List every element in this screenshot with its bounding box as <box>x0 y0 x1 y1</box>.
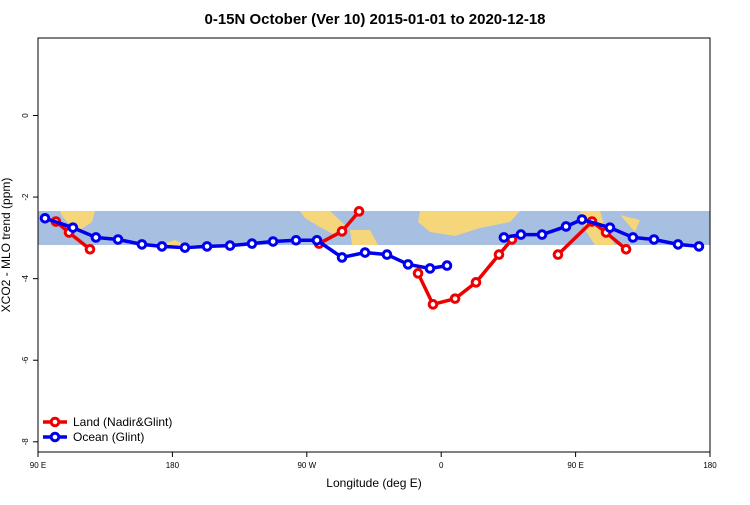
legend-label: Ocean (Glint) <box>73 430 144 444</box>
data-point <box>470 277 482 288</box>
data-point <box>648 234 660 245</box>
data-point <box>424 263 436 274</box>
legend-label: Land (Nadir&Glint) <box>73 415 172 429</box>
data-point <box>493 249 505 260</box>
x-axis-label: Longitude (deg E) <box>326 476 421 490</box>
data-point <box>290 235 302 246</box>
plot-frame <box>37 37 711 453</box>
data-point <box>441 260 453 271</box>
data-point <box>90 232 102 243</box>
data-point <box>112 234 124 245</box>
data-point <box>179 242 191 253</box>
y-tick-label: 0 <box>21 113 30 118</box>
x-tick-label: 0 <box>439 461 444 470</box>
y-axis-label: XCO2 - MLO trend (ppm) <box>0 178 13 313</box>
data-point <box>672 239 684 250</box>
y-tick-label: -2 <box>21 193 30 201</box>
x-tick-label: 90 E <box>30 461 46 470</box>
data-point <box>536 229 548 240</box>
data-point <box>336 252 348 263</box>
x-tick-label: 180 <box>703 461 717 470</box>
data-point <box>693 241 705 252</box>
data-point <box>449 293 461 304</box>
data-point <box>267 236 279 247</box>
data-point <box>246 238 258 249</box>
legend-marker <box>49 416 61 428</box>
data-point <box>498 232 510 243</box>
data-point <box>427 299 439 310</box>
data-point <box>402 259 414 270</box>
y-tick-label: -6 <box>21 356 30 364</box>
y-tick-label: -4 <box>21 275 30 283</box>
data-point <box>311 235 323 246</box>
data-point <box>620 243 632 255</box>
data-point <box>39 212 51 224</box>
data-point <box>576 214 588 225</box>
legend-marker <box>49 431 61 443</box>
data-point <box>560 221 572 232</box>
data-point <box>353 206 365 217</box>
data-point <box>515 229 527 240</box>
data-point <box>412 268 424 279</box>
data-point <box>604 222 616 233</box>
data-point <box>381 249 393 260</box>
data-point <box>336 226 348 237</box>
data-point <box>359 247 371 258</box>
x-tick-label: 180 <box>166 461 180 470</box>
x-tick-label: 90 W <box>297 461 316 470</box>
data-point <box>67 222 79 233</box>
data-point <box>201 241 213 252</box>
chart-title: 0-15N October (Ver 10) 2015-01-01 to 202… <box>204 11 545 28</box>
data-point <box>136 239 148 250</box>
data-point <box>156 241 168 252</box>
x-tick-label: 90 E <box>567 461 583 470</box>
data-point <box>552 249 564 260</box>
legend: Land (Nadir&Glint)Ocean (Glint) <box>43 415 172 444</box>
data-point <box>224 240 236 251</box>
data-point <box>627 232 639 243</box>
y-tick-label: -8 <box>21 438 30 446</box>
data-point <box>84 243 96 255</box>
